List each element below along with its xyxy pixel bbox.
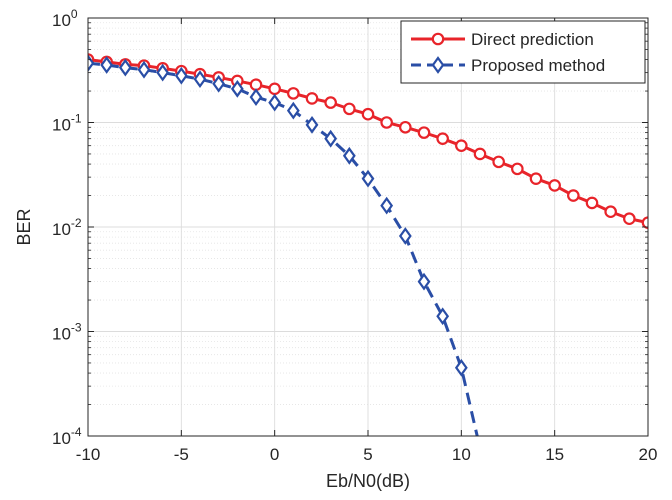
data-point-circle [287, 87, 300, 100]
data-point-circle [492, 155, 505, 169]
y-tick-label: 10-2 [52, 216, 82, 239]
data-point-diamond [436, 307, 450, 326]
data-point-circle [455, 139, 468, 152]
legend: Direct prediction Proposed method [400, 20, 646, 84]
data-point-circle [380, 116, 393, 129]
data-point-circle [436, 132, 449, 145]
data-point-diamond [342, 146, 356, 165]
data-point-diamond [305, 115, 319, 134]
legend-marker-circle [431, 32, 445, 46]
tick-labels: -10 -5 0 5 10 15 20 10-4 10-3 10-2 10-1 100 [52, 7, 657, 464]
legend-label: Direct prediction [471, 30, 594, 49]
data-point-diamond [193, 70, 207, 89]
data-point-diamond [361, 169, 375, 188]
data-point-circle [567, 189, 580, 202]
data-point-circle [324, 96, 337, 109]
data-point-diamond [212, 74, 226, 93]
data-point-diamond [230, 79, 244, 98]
x-tick-label: 10 [452, 445, 471, 464]
data-point-circle [361, 107, 375, 121]
data-point-diamond [324, 129, 338, 148]
x-tick-label: -5 [174, 445, 189, 464]
data-point-circle [473, 147, 487, 161]
y-tick-label: 10-1 [52, 112, 82, 135]
data-point-circle [548, 179, 561, 192]
x-axis-label: Eb/N0(dB) [326, 471, 410, 491]
data-point-circle [604, 205, 617, 219]
data-point-circle [529, 172, 543, 185]
data-point-diamond [286, 101, 300, 120]
x-tick-label: 20 [639, 445, 658, 464]
y-tick-label: 10-4 [52, 425, 82, 448]
data-point-circle [305, 92, 319, 105]
data-point-diamond [249, 88, 263, 106]
x-tick-label: 5 [363, 445, 372, 464]
legend-box [400, 20, 646, 84]
data-point-diamond [118, 58, 132, 77]
series-line [88, 61, 479, 436]
data-point-circle [511, 162, 524, 176]
series-layer [88, 53, 648, 436]
data-point-circle [343, 102, 356, 116]
y-tick-label: 10-3 [52, 321, 82, 344]
data-point-circle [268, 82, 281, 96]
data-point-diamond [380, 196, 394, 215]
data-point-diamond [100, 56, 114, 74]
x-tick-label: -10 [76, 445, 101, 464]
data-point-diamond [268, 93, 282, 112]
legend-label: Proposed method [471, 56, 605, 75]
ticks [87, 17, 649, 437]
data-point-diamond [417, 272, 431, 291]
data-point-circle [399, 120, 412, 134]
y-tick-label: 100 [52, 7, 78, 30]
data-point-diamond [398, 227, 412, 245]
series-1 [88, 54, 479, 436]
data-point-circle [585, 196, 599, 210]
data-point-diamond [174, 66, 188, 85]
x-tick-label: 15 [545, 445, 564, 464]
data-point-circle [417, 126, 431, 139]
legend-marker-diamond [431, 56, 445, 74]
data-point-circle [623, 212, 636, 226]
x-tick-label: 0 [270, 445, 279, 464]
y-axis-label: BER [14, 208, 34, 245]
data-point-diamond [137, 60, 151, 79]
data-point-diamond [454, 358, 468, 377]
data-point-diamond [156, 63, 170, 82]
